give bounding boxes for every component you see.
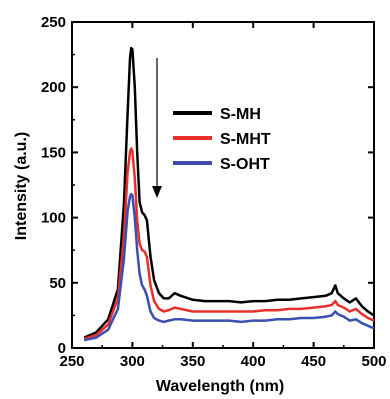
y-tick-label: 50 bbox=[49, 275, 66, 292]
x-tick-label: 300 bbox=[120, 353, 145, 370]
arrow-head bbox=[152, 186, 162, 198]
axes: 250 300 350 400 450 500 0 50 100 150 200 250 bbox=[41, 14, 387, 370]
x-tick-label: 450 bbox=[301, 353, 326, 370]
y-tick-label: 100 bbox=[41, 210, 66, 227]
legend: S-MH S-MHT S-OHT bbox=[173, 106, 271, 173]
x-tick-label: 400 bbox=[241, 353, 266, 370]
x-tick-label: 250 bbox=[59, 353, 84, 370]
legend-label-s-mht: S-MHT bbox=[220, 131, 271, 148]
y-tick-label: 150 bbox=[41, 144, 66, 161]
series-group bbox=[83, 46, 375, 342]
x-tick-label: 500 bbox=[361, 353, 386, 370]
series-line-s-mht bbox=[83, 147, 375, 341]
y-axis-title: Intensity (a.u.) bbox=[13, 132, 30, 240]
y-tick-label: 250 bbox=[41, 14, 66, 31]
legend-label-s-mh: S-MH bbox=[220, 106, 261, 123]
series-line-s-mh bbox=[83, 46, 375, 339]
legend-label-s-oht: S-OHT bbox=[220, 156, 270, 173]
y-tick-label: 0 bbox=[58, 340, 66, 357]
series-line-s-oht bbox=[83, 192, 375, 342]
x-axis-title: Wavelength (nm) bbox=[156, 378, 284, 395]
y-tick-label: 200 bbox=[41, 79, 66, 96]
arrow-annotation bbox=[152, 58, 162, 198]
x-tick-label: 350 bbox=[180, 353, 205, 370]
